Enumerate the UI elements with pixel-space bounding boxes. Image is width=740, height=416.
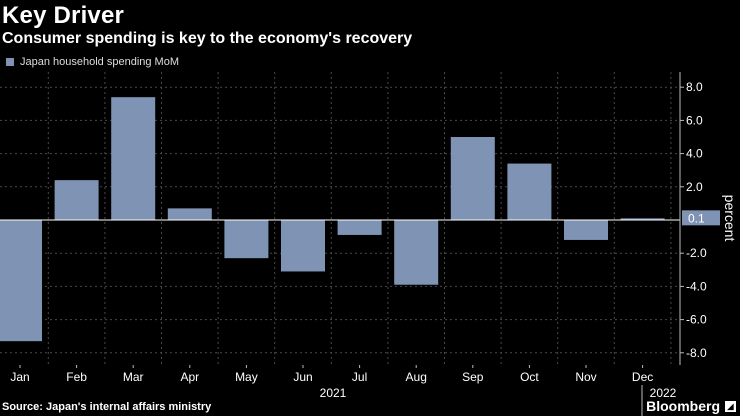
bar-jan [0, 220, 42, 342]
y-tick-label: 2.0 [686, 180, 703, 194]
x-tick-label: May [235, 370, 258, 384]
bloomberg-logo: Bloomberg [646, 398, 720, 414]
y-tick-label: -6.0 [686, 313, 707, 327]
bar-mar [111, 97, 156, 220]
legend: Japan household spending MoM [6, 56, 179, 68]
x-tick-label: Aug [406, 370, 427, 384]
x-tick-label: Sep [462, 370, 484, 384]
y-tick-label: -2.0 [686, 246, 707, 260]
x-tick-label: Dec [632, 370, 653, 384]
bar-nov [564, 220, 608, 240]
x-tick-label: Jan [10, 370, 29, 384]
bar-jun [281, 220, 325, 272]
year-label-2021: 2021 [320, 386, 347, 400]
x-tick-label: Feb [66, 370, 87, 384]
year-label-2022: 2022 [650, 386, 677, 400]
bar-sep [450, 137, 495, 220]
x-tick-label: Mar [123, 370, 144, 384]
x-tick-label: Apr [180, 370, 199, 384]
bar-feb [54, 180, 99, 220]
y-tick-label: 4.0 [686, 147, 703, 161]
y-tick-label: -8.0 [686, 346, 707, 360]
x-tick-label: Jun [293, 370, 312, 384]
source-note: Source: Japan's internal affairs ministr… [2, 401, 212, 413]
bar-dec [620, 218, 665, 220]
y-tick-label: -4.0 [686, 279, 707, 293]
x-tick-label: Oct [520, 370, 539, 384]
chart-subtitle: Consumer spending is key to the economy'… [2, 30, 413, 47]
bar-aug [394, 220, 439, 285]
legend-label: Japan household spending MoM [20, 56, 180, 68]
bar-apr [167, 208, 212, 220]
bar-jul [337, 220, 382, 235]
legend-swatch [6, 58, 14, 66]
y-tick-label: 8.0 [686, 80, 703, 94]
bloomberg-badge-icon: ◢ [725, 401, 736, 412]
y-tick-label: 6.0 [686, 113, 703, 127]
bar-oct [507, 163, 552, 220]
x-tick-label: Jul [352, 370, 367, 384]
last-value-tag [682, 210, 720, 226]
y-axis-label: percent [722, 195, 738, 242]
last-value-label: 0.1 [688, 211, 705, 225]
chart-title: Key Driver [2, 2, 125, 29]
bar-may [224, 220, 269, 259]
x-tick-label: Nov [575, 370, 596, 384]
